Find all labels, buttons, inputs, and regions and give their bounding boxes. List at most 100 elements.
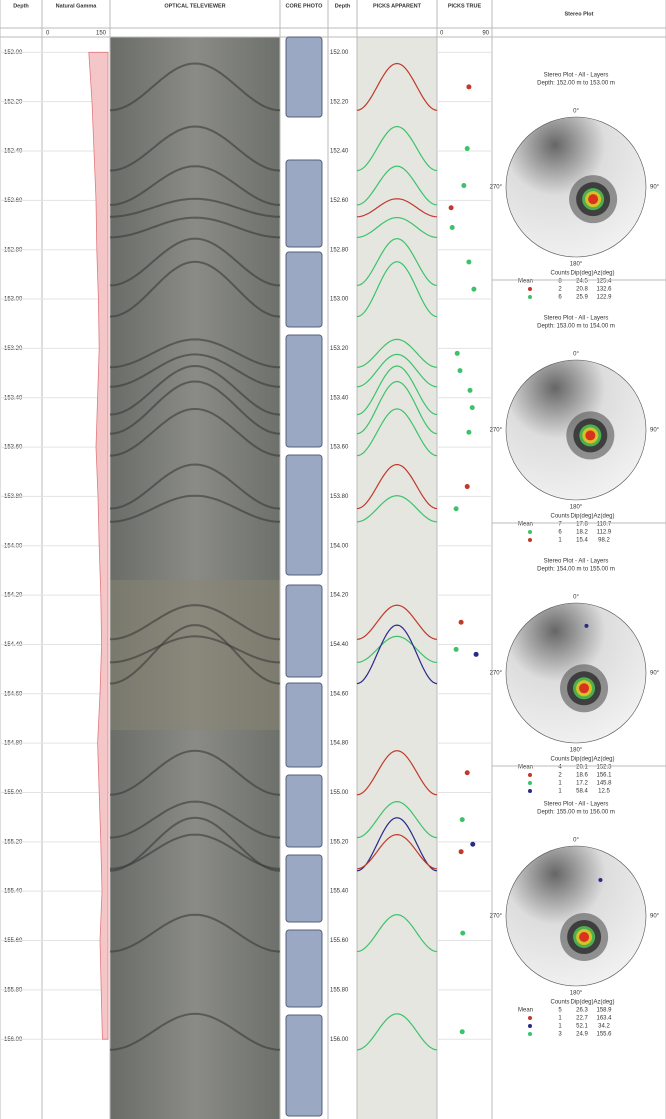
table-cell: 98.2 <box>598 538 610 544</box>
stereo-title: Stereo Plot - All - Layers <box>544 802 609 808</box>
table-cell: 12.5 <box>598 789 610 795</box>
depth-label: 155.40 <box>4 889 23 895</box>
stereo-range: Depth: 152.00 m to 153.00 m <box>537 81 615 87</box>
apparent-pick <box>356 338 438 368</box>
depth-label: 154.40 <box>330 642 349 648</box>
density-contour <box>579 683 590 694</box>
table-header: Dip(deg) <box>570 271 593 277</box>
table-header: Counts <box>550 757 569 763</box>
true-pick <box>470 841 476 847</box>
stereo-title: Stereo Plot - All - Layers <box>544 316 609 322</box>
depth-label: 152.80 <box>330 247 349 253</box>
compass-label: 0° <box>573 352 579 358</box>
depth-label: 155.00 <box>4 790 23 796</box>
stereo-range: Depth: 153.00 m to 154.00 m <box>537 324 615 330</box>
televiewer-trace <box>109 364 281 416</box>
depth-label: 153.40 <box>4 395 23 401</box>
apparent-pick <box>356 353 438 388</box>
true-pick <box>473 651 479 657</box>
televiewer-trace <box>109 353 281 388</box>
true-pick <box>458 849 464 855</box>
true-pick <box>469 405 475 411</box>
true-pick <box>464 146 470 152</box>
table-cell: 17.8 <box>576 522 588 528</box>
table-header: Counts <box>550 271 569 277</box>
core-block <box>285 929 323 1008</box>
televiewer-trace <box>109 833 281 870</box>
row-swatch <box>528 781 532 785</box>
apparent-pick <box>356 216 438 238</box>
row-swatch <box>528 773 532 777</box>
apparent-pick <box>356 165 438 206</box>
true-pick <box>459 1029 465 1035</box>
compass-label: 180° <box>570 748 583 754</box>
televiewer-trace <box>109 338 281 369</box>
true-pick <box>453 506 459 512</box>
stereo-title: Stereo Plot - All - Layers <box>544 73 609 79</box>
table-cell: 1 <box>558 781 562 787</box>
gamma-curve <box>88 51 109 1040</box>
depth-label: 152.00 <box>4 50 23 56</box>
table-cell: 132.6 <box>596 287 612 293</box>
depth-label: 153.60 <box>330 445 349 451</box>
table-cell: 22.7 <box>576 1016 588 1022</box>
table-cell: 24.9 <box>576 1032 588 1038</box>
table-header: Dip(deg) <box>570 757 593 763</box>
depth-label: 154.80 <box>4 741 23 747</box>
depth-label: 156.00 <box>4 1037 23 1043</box>
depth-label: 153.60 <box>4 445 23 451</box>
depth-label: 154.00 <box>330 543 349 549</box>
column-header: PICKS TRUE <box>448 3 482 9</box>
row-swatch <box>528 789 532 793</box>
table-cell: 15.4 <box>576 538 588 544</box>
depth-label: 153.80 <box>4 494 23 500</box>
table-cell: 34.2 <box>598 1024 610 1030</box>
apparent-pick <box>356 833 438 870</box>
compass-label: 180° <box>570 262 583 268</box>
depth-label: 154.00 <box>4 543 23 549</box>
televiewer-trace <box>109 216 281 239</box>
core-block <box>285 334 323 448</box>
table-cell: 1 <box>558 1024 562 1030</box>
televiewer-trace <box>109 165 281 206</box>
televiewer-trace <box>109 407 281 457</box>
table-header: Counts <box>550 1000 569 1006</box>
compass-label: 0° <box>573 838 579 844</box>
column-header: PICKS APPARENT <box>373 3 422 9</box>
televiewer-trace <box>109 1012 281 1051</box>
table-cell: 26.3 <box>576 1008 588 1014</box>
table-cell: 155.6 <box>596 1032 612 1038</box>
apparent-pick <box>356 62 438 111</box>
televiewer-trace <box>109 635 281 664</box>
depth-label: 154.20 <box>330 593 349 599</box>
true-pick <box>449 225 455 231</box>
column-header: Depth <box>335 3 351 9</box>
true-pick <box>464 484 470 490</box>
table-cell: 110.7 <box>597 522 612 528</box>
stereo-title: Stereo Plot - All - Layers <box>544 559 609 565</box>
core-block <box>285 682 323 768</box>
apparent-pick <box>356 380 438 435</box>
apparent-pick <box>356 800 438 839</box>
table-cell: 1 <box>558 538 562 544</box>
row-swatch <box>528 295 532 299</box>
compass-label: 0° <box>573 109 579 115</box>
table-cell: 1 <box>558 1016 562 1022</box>
true-pick <box>466 84 472 90</box>
televiewer-trace <box>109 260 281 318</box>
core-block <box>285 454 323 576</box>
depth-label: 152.20 <box>330 99 349 105</box>
column-header: Depth <box>13 3 29 9</box>
gamma-scale: 150 <box>96 31 107 37</box>
compass-label: 90° <box>650 671 660 677</box>
row-swatch <box>528 530 532 534</box>
table-cell: 24.5 <box>576 279 588 285</box>
depth-label: 154.60 <box>4 691 23 697</box>
table-cell: 3 <box>558 1032 562 1038</box>
televiewer-trace <box>109 624 281 685</box>
table-header: Az(deg) <box>593 271 614 277</box>
density-contour <box>579 932 590 943</box>
true-pick <box>466 429 472 435</box>
table-cell: 20.8 <box>576 287 588 293</box>
apparent-pick <box>356 635 438 663</box>
